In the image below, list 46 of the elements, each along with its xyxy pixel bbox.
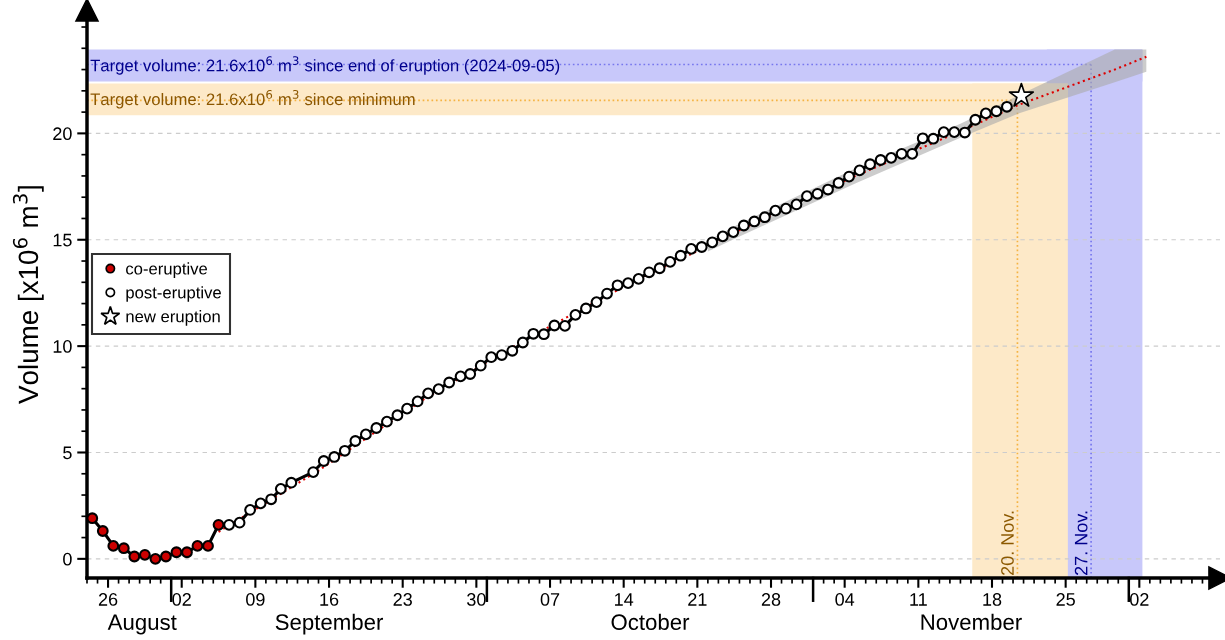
ref-line-label: 27. Nov. [1074,511,1088,575]
x-tick-label: 25 [1056,593,1075,606]
point [96,525,109,537]
x-tick-label: 26 [98,593,118,606]
x-tick-label: 09 [246,593,265,606]
band-label: Target volume: 21.6x10$^{6}$ m$^{3}$ since minimum [90,90,415,109]
x-tick-label: 18 [983,593,1002,606]
point [128,550,141,563]
legend-label: post-eruptive [126,286,221,302]
x2-tick-label: September [275,613,384,635]
x-tick-label: 07 [540,593,560,606]
y-tick-label: 0 [63,552,72,566]
point [149,552,162,565]
x-tick-label: 23 [393,593,412,606]
point [212,518,225,531]
ref-line-label: 20. Nov. [1001,511,1014,575]
x-tick-label: 28 [761,593,781,606]
point [87,512,99,525]
point [191,539,204,552]
x2-tick-label: October [611,613,690,631]
legend-label: co-eruptive [126,262,208,278]
y-tick-label: 20 [53,127,72,141]
x2-tick-label: August [107,614,177,635]
band-label: Target volume: 21.6x10$^{6}$ m$^{3}$ since end of eruption (2024-09-05) [90,56,560,75]
x-tick-label: 21 [688,593,707,606]
point [181,546,193,559]
point [160,550,172,563]
point [117,542,130,555]
y-tick-label: 15 [53,233,72,247]
y-tick-label: 10 [53,340,72,353]
y-tick-label: 5 [63,446,72,460]
y-axis-title: Volume [x10$^{6}$ m$^{3}$] [12,186,44,404]
point [202,539,214,552]
x2-tick-label: November [921,613,1022,631]
x-tick-label: 04 [835,593,855,606]
x-tick-label: 30 [467,593,486,606]
x-tick-label: 16 [320,593,339,606]
x-tick-label: 14 [615,593,634,606]
point [107,539,120,552]
x-tick-label: 02 [172,593,191,606]
point [170,546,183,559]
point [138,548,151,561]
legend-label: new eruption [126,310,220,326]
x-tick-label: 02 [1129,593,1149,606]
x-tick-label: 11 [910,593,927,606]
point [1008,82,1035,107]
